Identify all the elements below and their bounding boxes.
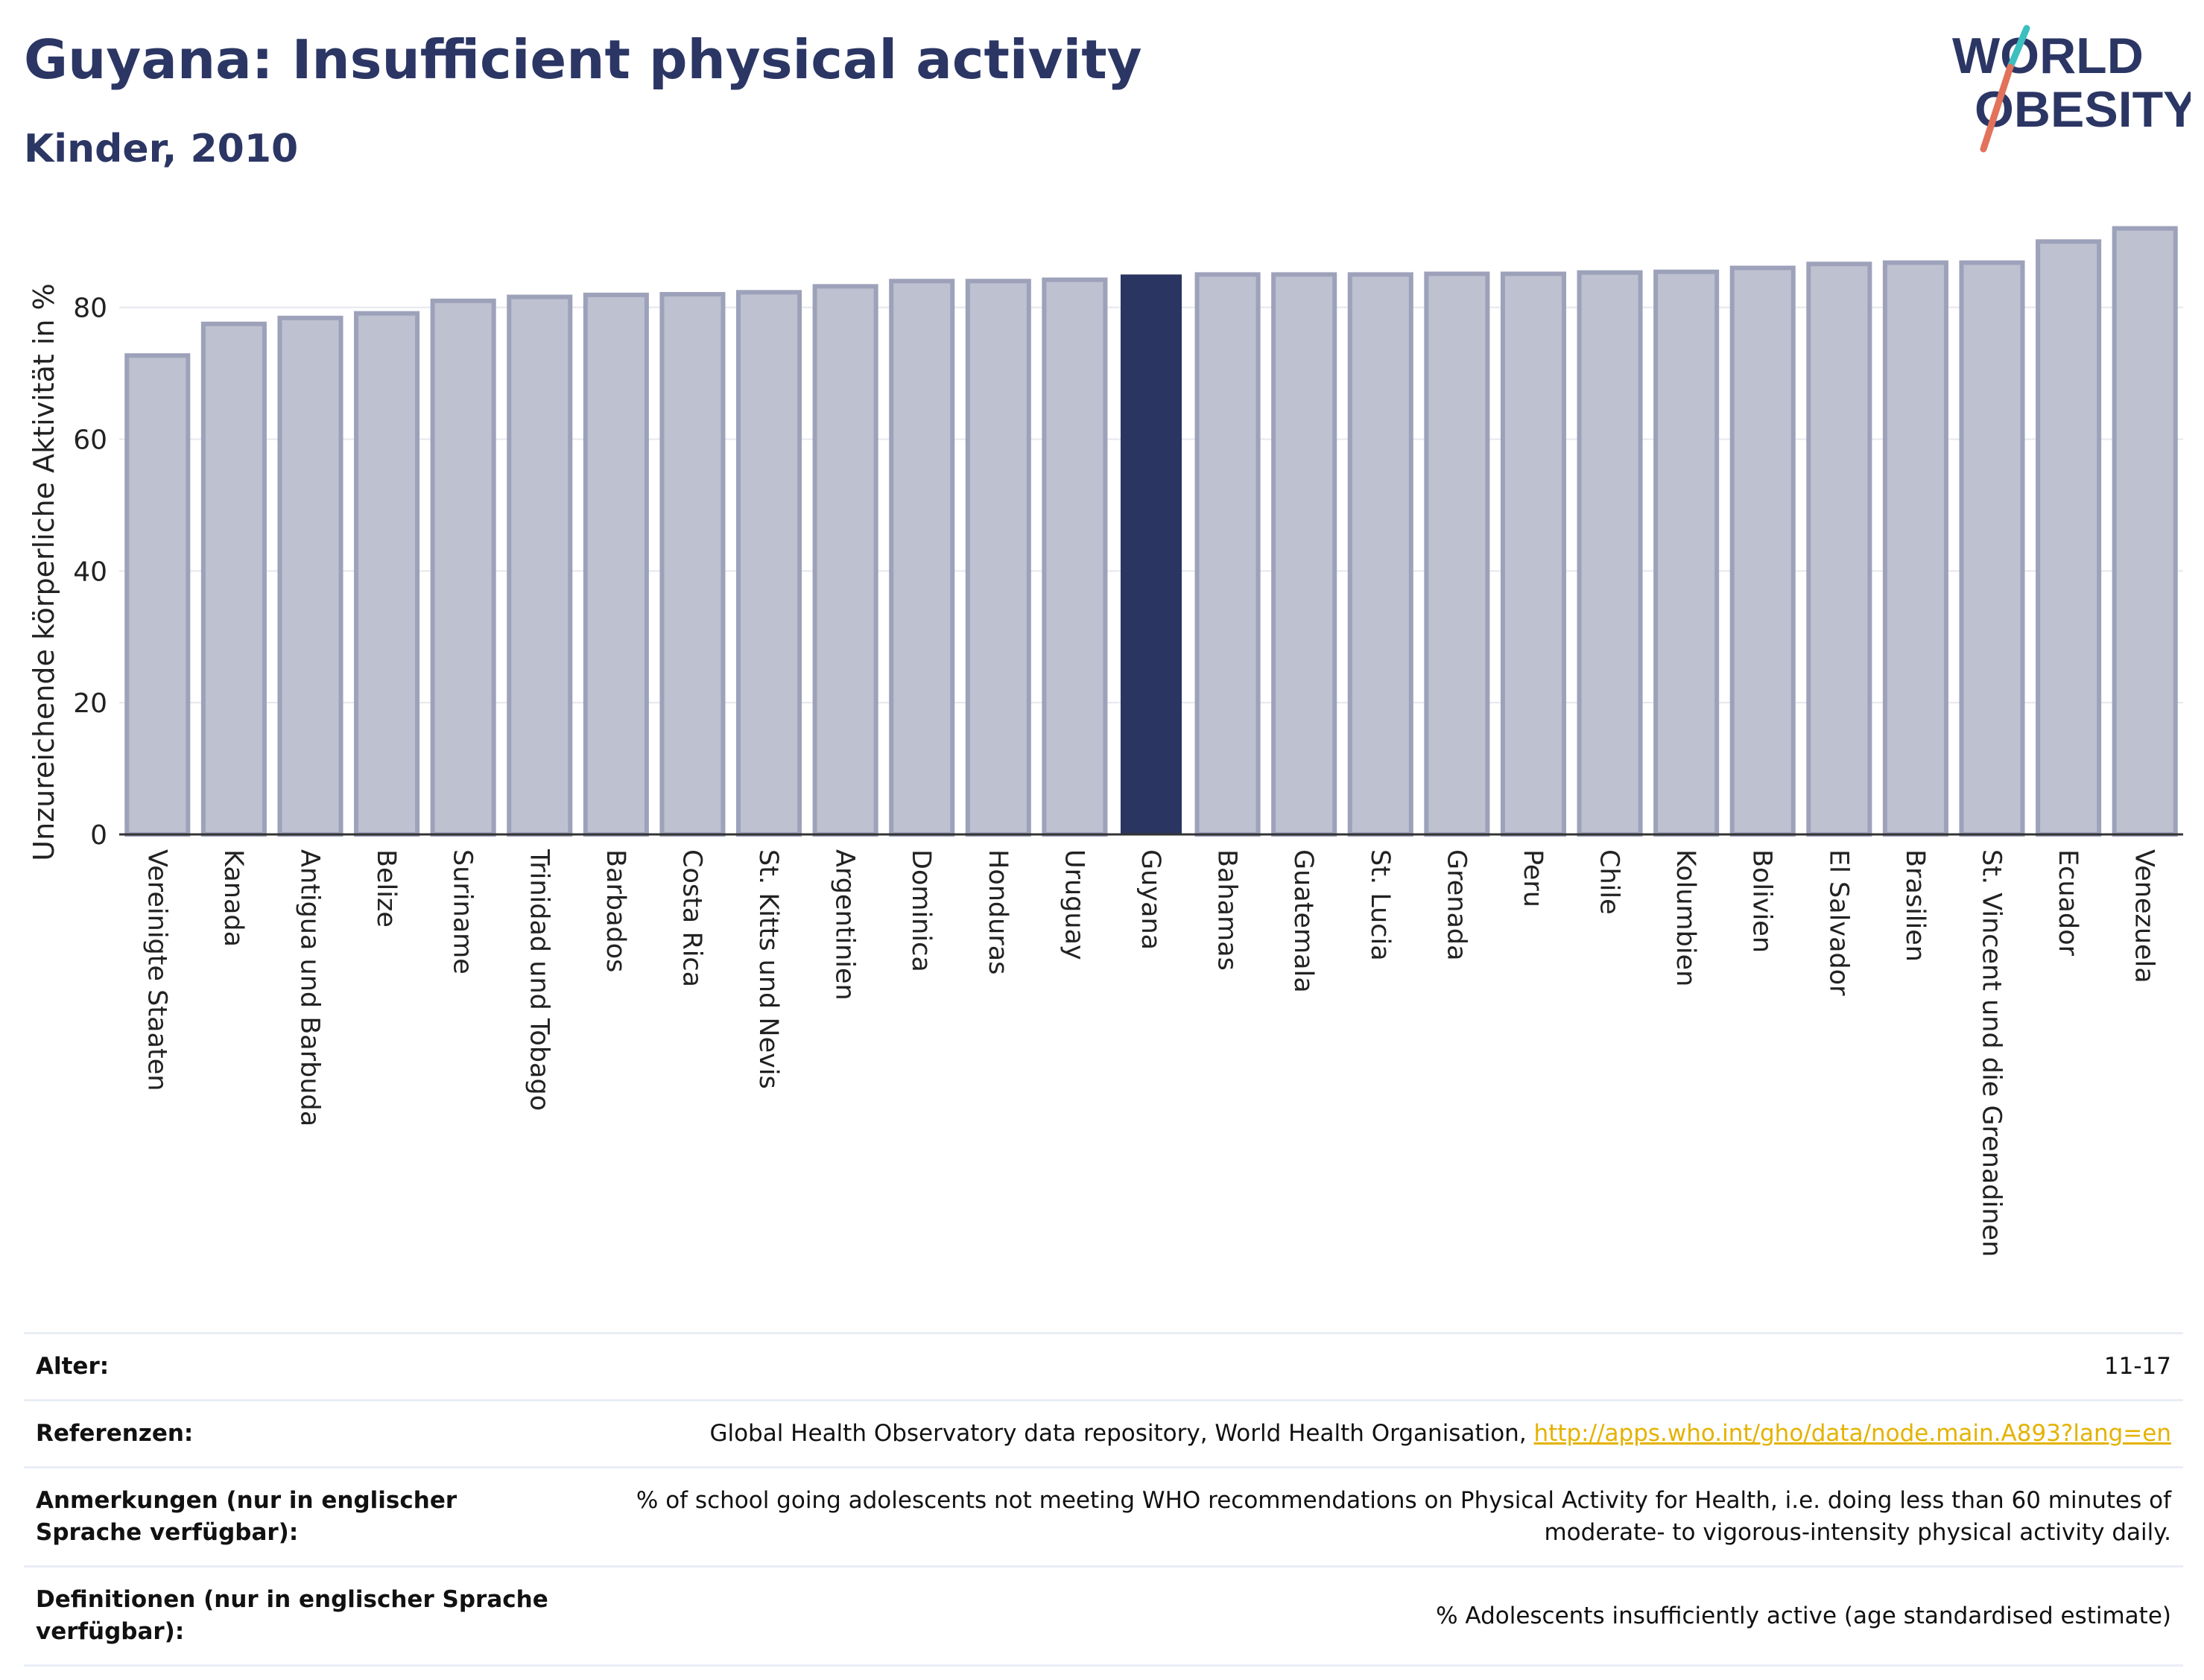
x-tick-label: Dominica <box>906 849 936 972</box>
x-tick-label: El Salvador <box>1823 849 1853 996</box>
bar-kanada <box>200 321 267 837</box>
meta-row-references: Referenzen: Global Health Observatory da… <box>24 1399 2183 1468</box>
page-subtitle: Kinder, 2010 <box>24 127 299 171</box>
x-tick-label: St. Kitts und Nevis <box>753 849 783 1089</box>
bar-trinidad-und-tobago <box>507 294 573 837</box>
x-tick-label: Kanada <box>218 849 248 947</box>
x-tick-label: Kolumbien <box>1671 849 1700 986</box>
x-tick-label: Costa Rica <box>677 849 706 987</box>
references-text: Global Health Observatory data repositor… <box>709 1420 1534 1447</box>
x-axis-labels: Vereinigte Staaten Kanada Antigua und Barb… <box>142 849 2159 1257</box>
y-axis-label: Unzureichende körperliche Aktivität in % <box>28 283 60 860</box>
metadata-table: Alter: 11-17 Referenzen: Global Health O… <box>24 1332 2183 1667</box>
age-value: 11-17 <box>569 1332 2183 1401</box>
logo-line1: WORLD <box>1952 28 2144 84</box>
world-obesity-logo: WORLD OBESITY <box>1952 25 2191 153</box>
x-tick-label: Trinidad und Tobago <box>524 849 554 1111</box>
bar-suriname <box>430 298 496 837</box>
meta-row-age: Alter: 11-17 <box>24 1332 2183 1401</box>
y-tick-label: 20 <box>73 688 107 719</box>
bar-dominica <box>889 279 955 837</box>
bar-ecuador <box>2036 239 2102 837</box>
bar-grenada <box>1424 271 1490 837</box>
x-tick-label: Chile <box>1595 849 1624 915</box>
x-tick-label: Uruguay <box>1059 849 1089 960</box>
logo-line2: OBESITY <box>1975 81 2191 138</box>
x-tick-label: Brasilien <box>1900 849 1930 962</box>
x-tick-label: Argentinien <box>830 849 860 1001</box>
meta-row-notes: Anmerkungen (nur in englischer Sprache v… <box>24 1466 2183 1568</box>
references-link[interactable]: http://apps.who.int/gho/data/node.main.A… <box>1533 1420 2171 1447</box>
x-tick-label: Ecuador <box>2053 849 2083 957</box>
x-tick-label: Peru <box>1518 849 1548 907</box>
bar-honduras <box>965 279 1031 837</box>
definitions-value: % Adolescents insufficiently active (age… <box>569 1565 2183 1667</box>
bar-chart: 0 20 40 60 80 Vereinigte Staaten Kanada Antigu… <box>28 226 2183 1257</box>
x-tick-label: Antigua und Barbuda <box>294 849 324 1126</box>
y-tick-label: 40 <box>73 557 107 587</box>
bar-belize <box>354 311 420 837</box>
bar-st-vincent-und-die-grenadinen <box>1959 260 2025 837</box>
meta-row-definitions: Definitionen (nur in englischer Sprache … <box>24 1565 2183 1667</box>
bar-brasilien <box>1882 260 1948 837</box>
x-tick-label: Honduras <box>983 849 1013 974</box>
x-tick-label: Barbados <box>601 849 630 972</box>
bars <box>124 226 2178 837</box>
bar-kolumbien <box>1653 269 1720 837</box>
bar-guatemala <box>1271 272 1337 837</box>
bar-peru <box>1500 271 1566 837</box>
x-tick-label: Grenada <box>1441 849 1471 961</box>
bar-argentinien <box>812 284 878 837</box>
bar-bolivien <box>1729 265 1796 837</box>
bar-bahamas <box>1194 272 1261 837</box>
bar-chile <box>1577 270 1643 837</box>
x-tick-label: St. Vincent und die Grenadinen <box>1977 849 2007 1257</box>
age-label: Alter: <box>24 1332 569 1401</box>
bar-venezuela <box>2112 226 2178 837</box>
x-tick-label: Bolivien <box>1747 849 1777 953</box>
bar-el-salvador <box>1806 261 1872 837</box>
bar-antigua-und-barbuda <box>277 315 343 837</box>
x-tick-label: Suriname <box>448 849 478 974</box>
bar-st-kitts-und-nevis <box>736 290 802 837</box>
bar-barbados <box>583 292 649 837</box>
notes-value: % of school going adolescents not meetin… <box>569 1466 2183 1568</box>
references-value: Global Health Observatory data repositor… <box>569 1399 2183 1468</box>
x-tick-label: Bahamas <box>1212 849 1242 971</box>
x-tick-label: Guatemala <box>1288 849 1318 993</box>
y-tick-label: 60 <box>73 425 107 455</box>
x-tick-label: Guyana <box>1136 849 1165 950</box>
bar-costa-rica <box>659 291 726 837</box>
y-axis-ticks: 0 20 40 60 80 <box>73 294 107 851</box>
x-tick-label: Belize <box>371 849 401 928</box>
bar-uruguay <box>1042 277 1108 837</box>
page-title: Guyana: Insufficient physical activity <box>24 28 1142 91</box>
definitions-label: Definitionen (nur in englischer Sprache … <box>24 1565 569 1667</box>
y-tick-label: 80 <box>73 294 107 324</box>
bar-vereinigte-staaten <box>124 353 191 837</box>
y-tick-label: 0 <box>90 820 107 851</box>
notes-label: Anmerkungen (nur in englischer Sprache v… <box>24 1466 569 1568</box>
bar-st-lucia <box>1347 272 1413 837</box>
bar-guyana <box>1120 274 1182 835</box>
x-tick-label: Venezuela <box>2129 849 2159 983</box>
x-tick-label: St. Lucia <box>1365 849 1395 961</box>
references-label: Referenzen: <box>24 1399 569 1468</box>
x-tick-label: Vereinigte Staaten <box>142 849 171 1091</box>
